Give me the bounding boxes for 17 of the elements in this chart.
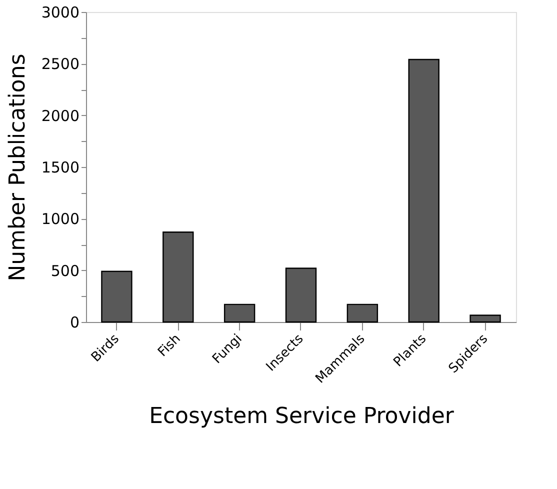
bar (224, 304, 256, 323)
x-tick-label: Fish (155, 332, 184, 360)
y-tick-label: 1000 (41, 210, 80, 228)
bar (101, 270, 132, 323)
y-tick-label: 500 (50, 262, 80, 280)
x-axis-title: Ecosystem Service Provider (149, 404, 455, 429)
bar (470, 314, 501, 323)
bar (408, 58, 440, 323)
y-tick-label: 0 (70, 314, 80, 332)
y-tick-label: 2000 (41, 106, 80, 125)
y-axis-title: Number Publications (5, 54, 30, 282)
y-tick-label: 3000 (41, 4, 80, 22)
y-tick-label: 2500 (41, 55, 80, 74)
bar (346, 304, 378, 323)
bar (285, 268, 317, 323)
bar (162, 232, 194, 323)
y-tick-label: 1500 (41, 158, 80, 176)
